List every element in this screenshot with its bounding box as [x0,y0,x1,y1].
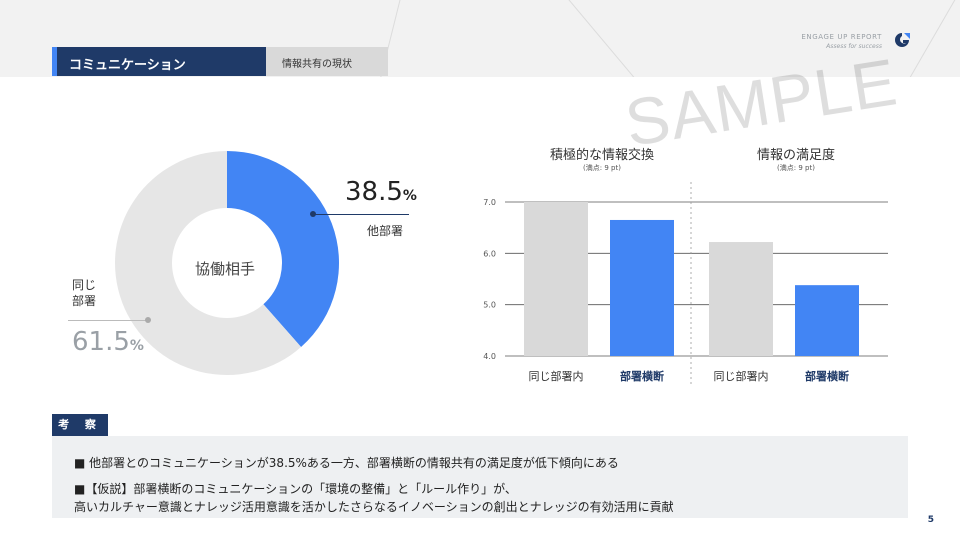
percent-unit: % [402,188,417,204]
other-dept-value: 38.5 [345,177,403,207]
bar-satisfaction-cross-dept [795,285,859,356]
other-dept-percent: 38.5% [345,177,417,207]
section-title-box: コミュニケーション [52,47,266,76]
x-category-label: 部署横断 [805,369,849,383]
same-dept-label: 同じ 部署 [72,277,96,309]
decor-line [560,0,677,77]
same-dept-label-line1: 同じ [72,278,97,292]
x-category-label: 部署横断 [620,369,664,383]
leader-line [313,214,409,215]
consideration-line-1: ■ 他部署とのコミュニケーションが38.5%ある一方、部署横断の情報共有の満足度… [74,456,619,470]
right-panel-title: 情報の満足度 [756,148,835,163]
left-panel-note: (満点: 9 pt) [583,164,621,172]
brand-logo-icon [895,33,910,47]
page-number: 5 [927,515,934,525]
left-panel-title: 積極的な情報交換 [549,148,654,163]
same-dept-label-line2: 部署 [72,294,97,308]
brand-name: ENGAGE UP REPORT [801,33,882,41]
section-subtitle-box: 情報共有の現状 [266,47,388,76]
right-panel-note: (満点: 9 pt) [777,164,815,172]
x-category-label: 同じ部署内 [714,369,769,383]
y-tick-label: 4.0 [483,352,496,361]
bar-satisfaction-same-dept [709,242,773,356]
leader-line [68,320,148,321]
leader-dot [145,317,151,323]
bar-exchange-cross-dept [610,219,674,356]
donut-chart [114,151,339,375]
donut-center-label: 協働相手 [195,260,256,278]
consideration-line-3: 高いカルチャー意識とナレッジ活用意識を活かしたさらなるイノベーションの創出とナレ… [74,500,674,514]
bar-exchange-same-dept [524,202,588,356]
consideration-box: ■ 他部署とのコミュニケーションが38.5%ある一方、部署横断の情報共有の満足度… [52,436,908,518]
section-title: コミュニケーション [69,58,186,73]
bar-chart: 4.0 5.0 6.0 7.0 同じ部署内 部署横断 同じ部署内 部署横断 [483,180,888,386]
x-category-label: 同じ部署内 [529,369,584,383]
same-dept-percent: 61.5% [72,327,144,357]
donut-slice-other-dept [227,151,339,348]
consideration-line-2: ■【仮説】部署横断のコミュニケーションの「環境の整備」と「ルール作り」が、 [74,482,517,496]
same-dept-value: 61.5 [72,327,130,357]
donut-slice-same-dept [114,151,302,375]
y-tick-label: 7.0 [483,198,496,207]
consideration-tab: 考 察 [52,414,108,436]
section-subtitle: 情報共有の現状 [282,59,352,70]
y-tick-label: 5.0 [483,301,496,310]
brand-block: ENGAGE UP REPORT Assess for success [801,33,882,50]
y-tick-label: 6.0 [483,249,496,258]
other-dept-label: 他部署 [367,224,404,238]
percent-unit: % [129,338,144,354]
brand-tagline: Assess for success [826,43,882,50]
